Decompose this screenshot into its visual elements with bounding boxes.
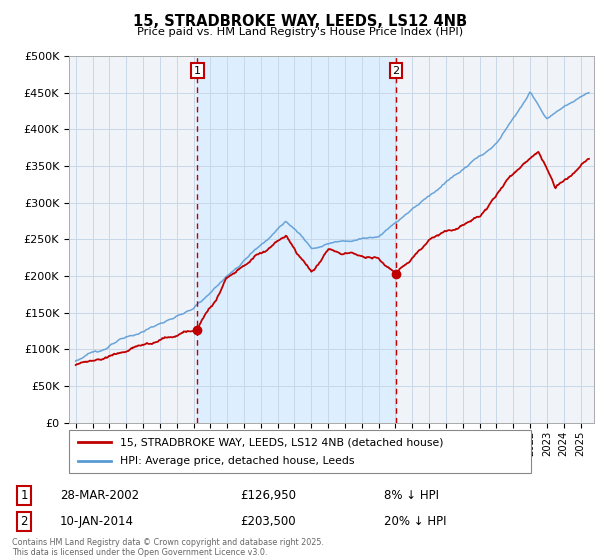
Text: 15, STRADBROKE WAY, LEEDS, LS12 4NB: 15, STRADBROKE WAY, LEEDS, LS12 4NB <box>133 14 467 29</box>
Text: 15, STRADBROKE WAY, LEEDS, LS12 4NB (detached house): 15, STRADBROKE WAY, LEEDS, LS12 4NB (det… <box>120 437 443 447</box>
Text: 1: 1 <box>20 489 28 502</box>
Text: HPI: Average price, detached house, Leeds: HPI: Average price, detached house, Leed… <box>120 456 355 466</box>
Bar <box>197 56 396 423</box>
Text: 2: 2 <box>392 66 400 76</box>
FancyBboxPatch shape <box>69 430 531 473</box>
Text: 2: 2 <box>20 515 28 529</box>
Text: 1: 1 <box>194 66 201 76</box>
Text: Contains HM Land Registry data © Crown copyright and database right 2025.
This d: Contains HM Land Registry data © Crown c… <box>12 538 324 557</box>
Text: £126,950: £126,950 <box>240 489 296 502</box>
Text: 28-MAR-2002: 28-MAR-2002 <box>60 489 139 502</box>
Text: 8% ↓ HPI: 8% ↓ HPI <box>384 489 439 502</box>
Text: £203,500: £203,500 <box>240 515 296 529</box>
Text: 10-JAN-2014: 10-JAN-2014 <box>60 515 134 529</box>
Text: 20% ↓ HPI: 20% ↓ HPI <box>384 515 446 529</box>
Text: Price paid vs. HM Land Registry's House Price Index (HPI): Price paid vs. HM Land Registry's House … <box>137 27 463 37</box>
